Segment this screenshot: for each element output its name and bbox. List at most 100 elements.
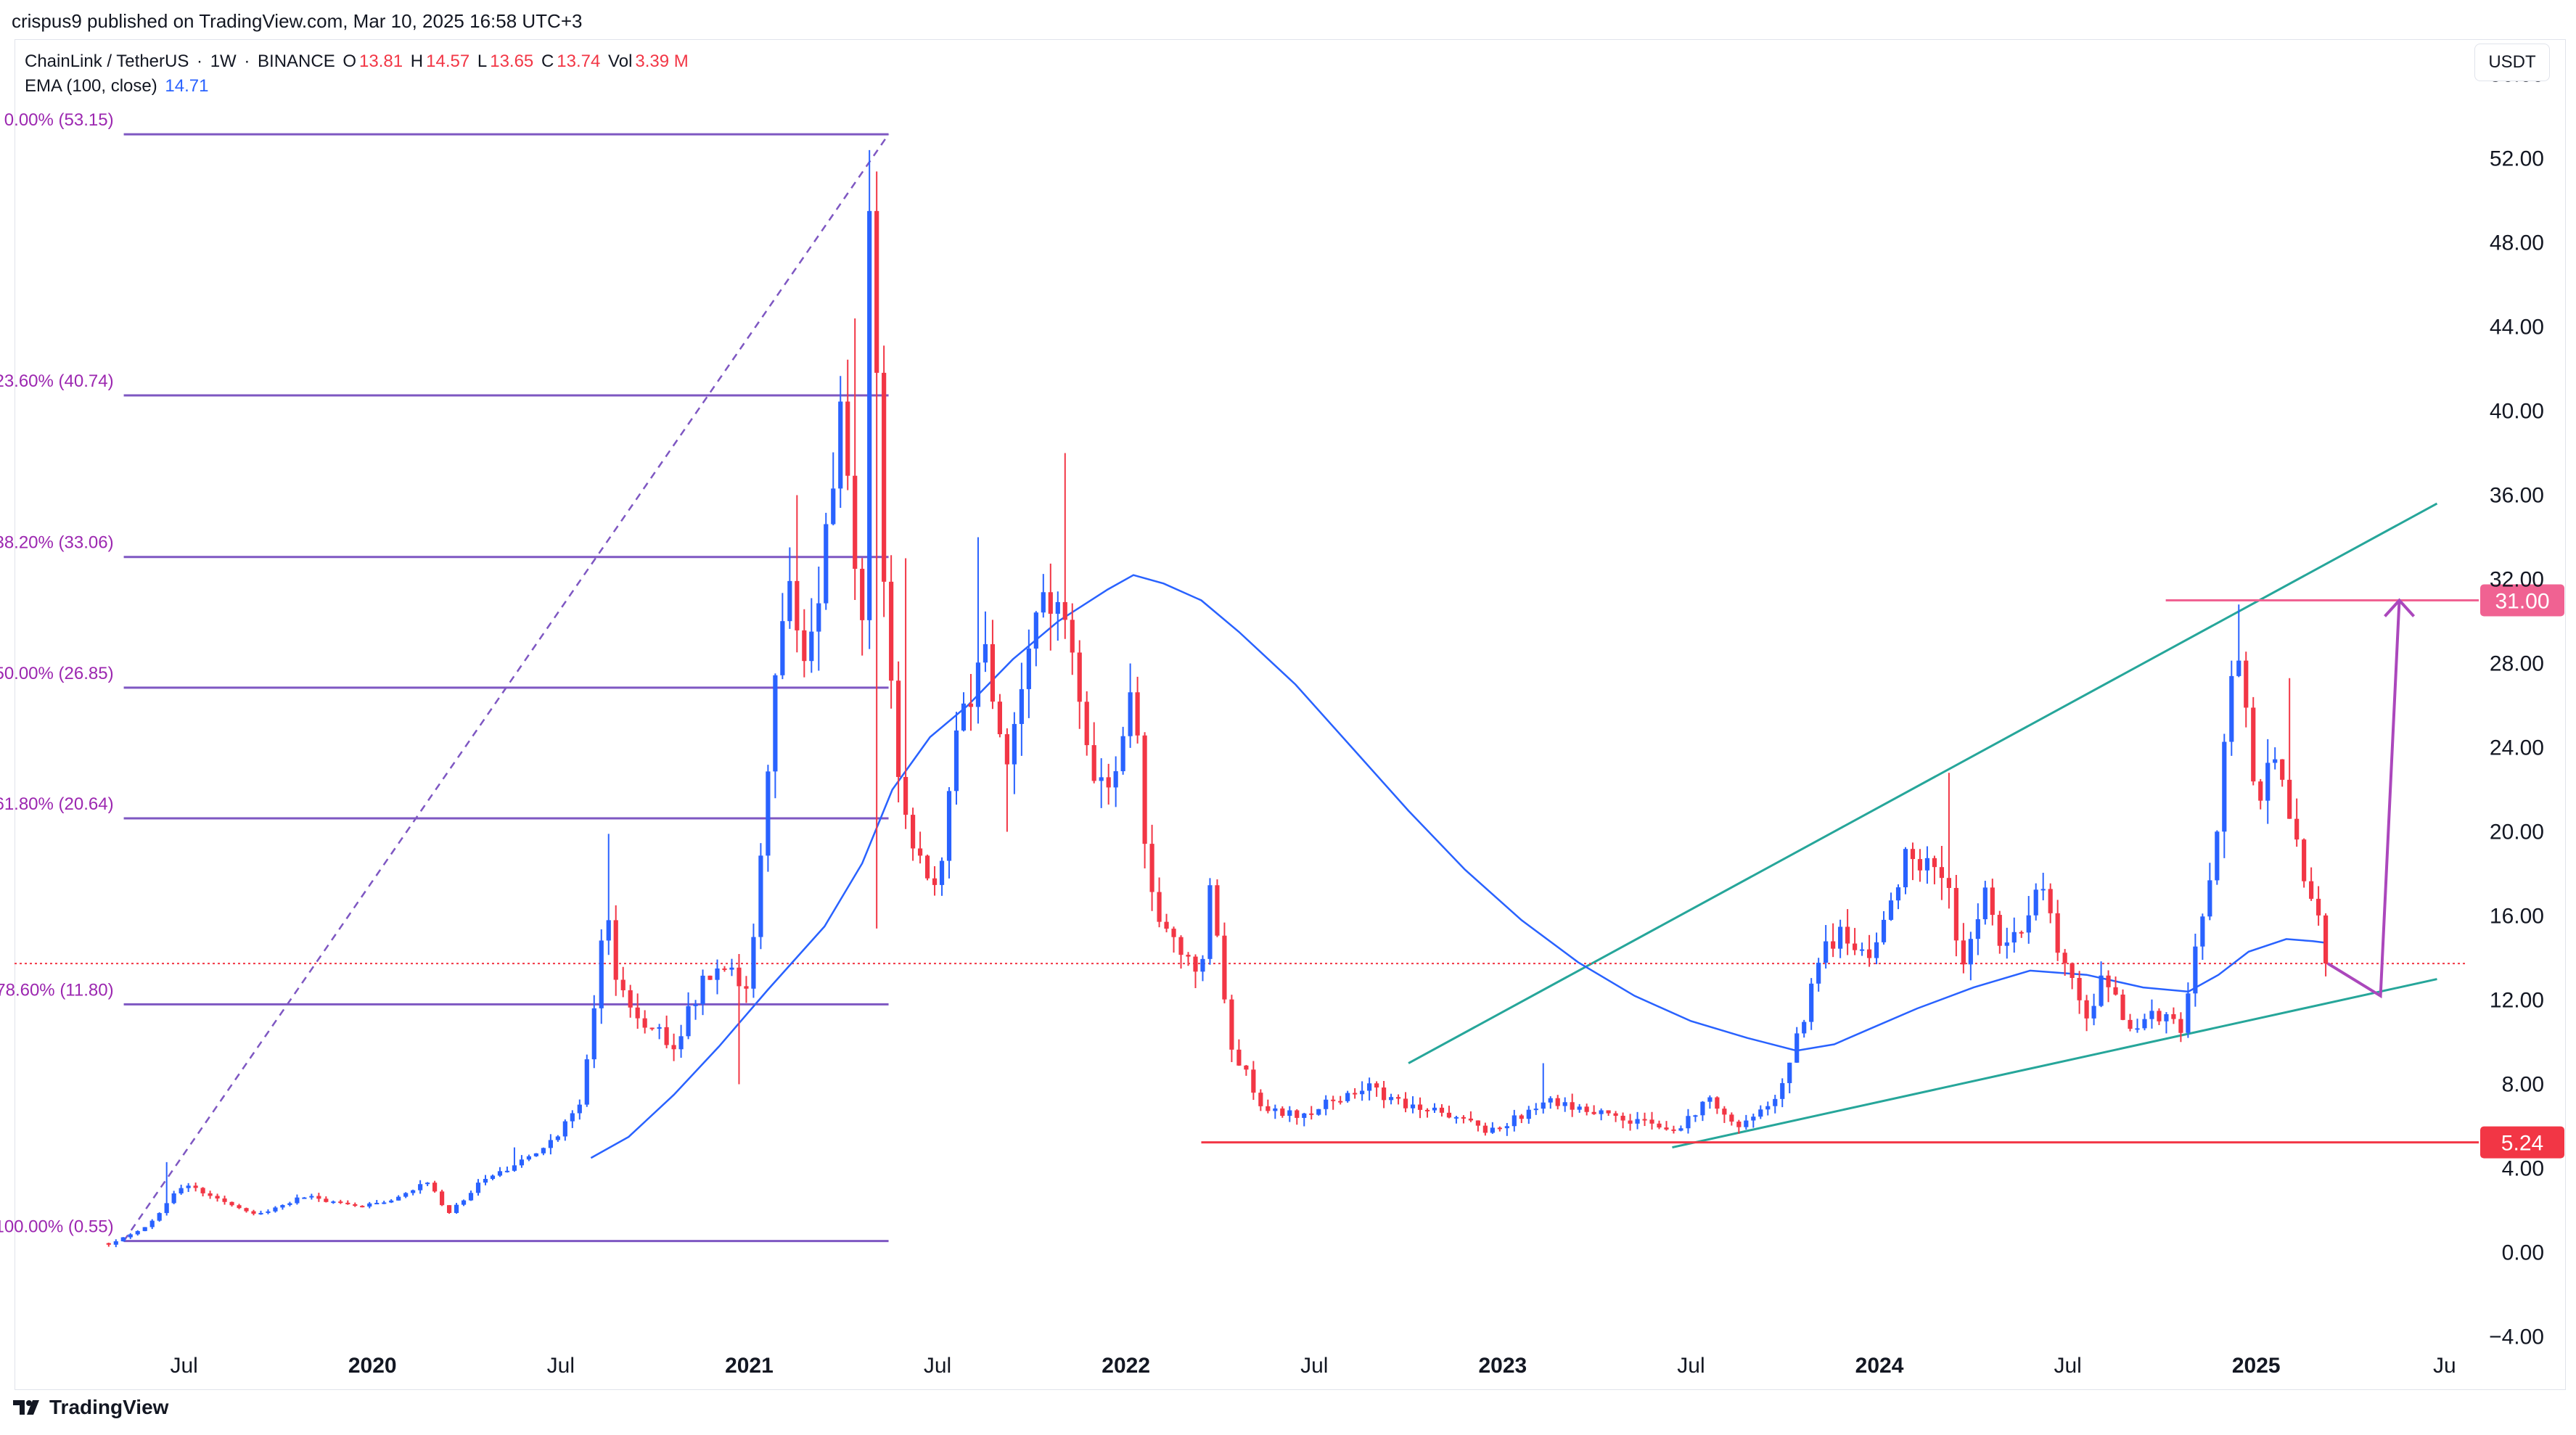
candle-body bbox=[642, 1018, 647, 1028]
legend-close: 13.74 bbox=[557, 52, 601, 71]
candle-body bbox=[577, 1104, 582, 1114]
legend-interval: 1W bbox=[210, 52, 237, 71]
candle-body bbox=[1562, 1102, 1567, 1106]
candle-body bbox=[997, 702, 1003, 735]
candle-body bbox=[1570, 1102, 1575, 1110]
candle-body bbox=[1026, 648, 1031, 689]
candle-body bbox=[1548, 1098, 1553, 1103]
time-tick-label: Jul bbox=[1300, 1354, 1328, 1378]
candle-body bbox=[2258, 781, 2263, 801]
candle-body bbox=[671, 1045, 676, 1050]
candle-body bbox=[1895, 887, 1901, 901]
candle-body bbox=[1338, 1101, 1343, 1103]
candle-body bbox=[1055, 601, 1060, 614]
candle-body bbox=[751, 937, 756, 989]
candle-body bbox=[1287, 1110, 1292, 1117]
candle-body bbox=[128, 1234, 133, 1238]
candle-body bbox=[2040, 889, 2046, 891]
candle-body bbox=[1707, 1097, 1712, 1102]
candle-body bbox=[309, 1196, 314, 1198]
price-tick-label: 24.00 bbox=[2490, 736, 2544, 760]
candle-body bbox=[1657, 1123, 1662, 1128]
legend-vol-label: Vol bbox=[608, 52, 633, 71]
candle-body bbox=[1722, 1109, 1727, 1115]
candle-body bbox=[1845, 926, 1850, 944]
candle-body bbox=[1388, 1097, 1394, 1101]
candle-body bbox=[1345, 1093, 1350, 1101]
currency-button[interactable]: USDT bbox=[2474, 44, 2550, 81]
candle-body bbox=[113, 1241, 118, 1245]
legend-close-label: C bbox=[541, 52, 554, 71]
candle-body bbox=[396, 1196, 401, 1201]
candle-body bbox=[2026, 915, 2031, 933]
candle-body bbox=[715, 968, 720, 980]
candle-body bbox=[1135, 692, 1140, 736]
legend-low: 13.65 bbox=[490, 52, 534, 71]
candle-body bbox=[403, 1193, 409, 1197]
fib-retracement: 0.00% (53.15) 23.60% (40.74) 38.20% (33.06… bbox=[0, 110, 890, 1243]
candle-body bbox=[1258, 1093, 1263, 1106]
candle-body bbox=[1171, 929, 1176, 937]
candle-body bbox=[2157, 1011, 2162, 1021]
legend-vol: 3.39 M bbox=[635, 52, 689, 71]
candle-body bbox=[519, 1159, 525, 1166]
candle-body bbox=[983, 644, 988, 663]
candle-body bbox=[1106, 777, 1111, 788]
candle-body bbox=[338, 1201, 343, 1204]
candle-body bbox=[555, 1136, 560, 1140]
candle-body bbox=[1410, 1104, 1416, 1109]
candle-body bbox=[193, 1185, 198, 1188]
candle-body bbox=[1019, 688, 1024, 724]
candle-body bbox=[1664, 1127, 1669, 1130]
candle-body bbox=[244, 1208, 249, 1212]
price-tick-label: 4.00 bbox=[2502, 1157, 2544, 1181]
candle-body bbox=[635, 1007, 640, 1019]
price-tick-label: 36.00 bbox=[2490, 483, 2544, 507]
candle-body bbox=[562, 1121, 567, 1137]
candle-body bbox=[1511, 1115, 1517, 1127]
resistance-level-label: 31.00 bbox=[2495, 589, 2549, 613]
candle-body bbox=[1824, 941, 1829, 963]
time-tick-label: 2020 bbox=[348, 1354, 397, 1378]
fib-level-label: 61.80% (20.64) bbox=[0, 794, 114, 814]
candle-body bbox=[157, 1213, 162, 1221]
candle-body bbox=[439, 1191, 445, 1206]
candle-body bbox=[744, 986, 749, 989]
price-tick-label: 52.00 bbox=[2490, 147, 2544, 170]
candle-body bbox=[389, 1200, 394, 1203]
candle-body bbox=[1012, 723, 1017, 765]
candle-body bbox=[1599, 1110, 1604, 1114]
candle-body bbox=[548, 1140, 553, 1148]
candle-body bbox=[1715, 1097, 1720, 1109]
candle-body bbox=[1635, 1119, 1640, 1124]
candle-body bbox=[2128, 1019, 2133, 1029]
price-tick-label: 20.00 bbox=[2490, 821, 2544, 844]
candle-body bbox=[766, 771, 771, 856]
candle-body bbox=[504, 1170, 510, 1172]
price-tick-label: 40.00 bbox=[2490, 399, 2544, 423]
legend-ema-row: EMA (100, close) 14.71 bbox=[25, 74, 689, 99]
candle-body bbox=[1606, 1110, 1611, 1114]
candle-body bbox=[1468, 1118, 1474, 1121]
candle-body bbox=[874, 210, 879, 373]
candle-body bbox=[171, 1193, 176, 1204]
candle-body bbox=[1309, 1113, 1314, 1115]
candle-body bbox=[1526, 1109, 1531, 1119]
candle-body bbox=[1555, 1098, 1560, 1106]
channel-lower-line bbox=[1672, 978, 2437, 1149]
price-tick-label: 0.00 bbox=[2502, 1241, 2544, 1265]
candle-body bbox=[2135, 1028, 2140, 1030]
candle-body bbox=[2244, 660, 2249, 708]
tradingview-logo[interactable]: TradingView bbox=[13, 1396, 168, 1419]
legend-low-label: L bbox=[477, 52, 488, 71]
legend-high: 14.57 bbox=[426, 52, 470, 71]
candle-body bbox=[2120, 994, 2125, 1020]
candle-body bbox=[1062, 601, 1067, 620]
candle-body bbox=[1932, 858, 1937, 868]
candle-body bbox=[932, 878, 938, 885]
projection-path bbox=[2326, 600, 2401, 999]
candle-body bbox=[2186, 993, 2191, 1033]
candle-body bbox=[2323, 915, 2329, 964]
candle-body bbox=[135, 1230, 140, 1235]
